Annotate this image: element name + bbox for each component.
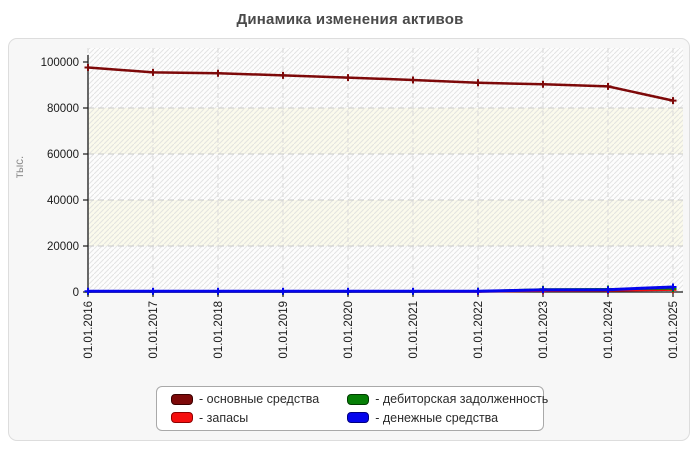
series-marker [604,286,612,294]
x-tick-label: 01.01.2021 [408,301,420,359]
series-marker [409,287,417,295]
legend-item-3: - дебиторская задолженность [347,392,548,406]
y-axis-unit-label: тыс. [14,156,26,178]
y-tick-label: 20000 [47,241,79,253]
y-tick-label: 100000 [41,57,79,69]
legend-item-1: - основные средства [171,392,319,406]
series-marker [84,287,92,295]
x-tick-label: 01.01.2017 [148,301,160,359]
series-marker [539,286,547,294]
legend-swatch-icon [347,393,370,405]
x-tick-label: 01.01.2019 [278,301,290,359]
series-marker [604,82,612,90]
x-tick-label: 01.01.2016 [83,301,95,359]
legend-label: - запасы [199,410,249,425]
legend-label: - дебиторская задолженность [375,392,549,407]
series-marker [214,287,222,295]
series-marker [474,287,482,295]
series-line-4 [88,285,674,293]
legend-item-4: - денежные средства [347,411,548,425]
chart-title: Динамика изменения активов [236,11,464,28]
series-marker [149,68,157,76]
y-tick-label: 0 [73,287,79,299]
line-chart-plot: 0 20000 40000 60000 80000 100000 01.01.2016 01.… [14,48,683,359]
x-tick-label: 01.01.2025 [668,301,680,359]
chart-legend: - основные средства - запасы - дебиторская… [156,386,548,431]
x-tick-label: 01.01.2020 [343,301,355,359]
x-tick-label: 01.01.2018 [213,301,225,359]
x-tick-label: 01.01.2022 [473,301,485,359]
series-marker [474,79,482,87]
series-marker [149,287,157,295]
x-tick-label: 01.01.2024 [603,300,615,358]
legend-label: - основные средства [199,392,320,407]
series-line-1 [87,66,674,102]
legend-swatch-icon [171,412,193,424]
series-marker [669,283,677,291]
series-marker [344,287,352,295]
series-marker [214,69,222,77]
series-marker [279,287,287,295]
series-marker [279,71,287,79]
x-tick-label: 01.01.2023 [538,301,550,359]
legend-swatch-icon [171,393,193,405]
series-marker [344,74,352,82]
series-marker [539,80,547,88]
series-marker [84,64,92,72]
series-marker [669,97,677,105]
chart-card: 0 20000 40000 60000 80000 100000 01.01.2016 01.… [8,38,690,441]
y-tick-label: 60000 [47,149,79,161]
y-tick-label: 40000 [47,195,79,207]
legend-item-2: - запасы [171,411,319,425]
plot-hatch-overlay [88,48,683,292]
legend-swatch-icon [347,412,370,424]
y-tick-label: 80000 [47,103,79,115]
series-marker [409,76,417,84]
legend-label: - денежные средства [375,410,499,425]
